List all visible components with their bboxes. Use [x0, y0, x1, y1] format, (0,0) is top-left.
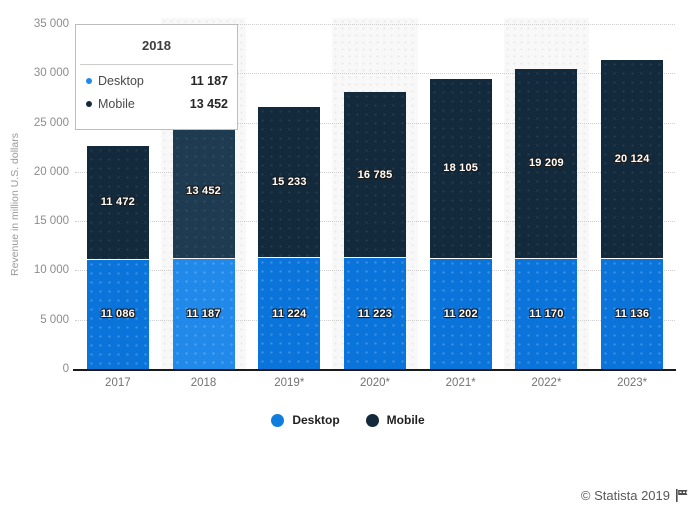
bar-segment-mobile[interactable]	[429, 79, 492, 258]
legend-item-mobile[interactable]: Mobile	[365, 413, 425, 427]
tooltip-series-value: 11 187	[190, 74, 228, 88]
bar-segment-desktop[interactable]	[172, 258, 235, 369]
tooltip-series-label: Mobile	[98, 97, 135, 111]
bar-segment-desktop[interactable]	[429, 258, 492, 369]
tooltip-title: 2018	[142, 38, 171, 53]
x-tick-label: 2020*	[359, 377, 391, 389]
y-tick-label: 10 000	[33, 264, 69, 277]
bar-value-label: 20 124	[614, 153, 650, 166]
bar-value-label: 11 202	[443, 307, 478, 320]
y-tick-label: 15 000	[33, 215, 69, 228]
bar-value-label: 11 086	[100, 308, 135, 321]
bar-value-label: 19 209	[528, 157, 564, 170]
statista-credit: © Statista 2019	[581, 488, 688, 503]
bar-value-label: 16 785	[357, 168, 393, 181]
bar-value-label: 11 170	[529, 307, 564, 320]
gridline	[75, 73, 675, 75]
bar-value-label: 11 472	[100, 196, 135, 209]
x-tick-label: 2023*	[617, 377, 648, 389]
x-axis-line	[73, 369, 676, 371]
tooltip-row-desktop: Desktop 11 187	[76, 65, 237, 88]
bar-value-label: 15 233	[271, 176, 307, 189]
bar-segment-mobile[interactable]	[258, 107, 321, 258]
mobile-bullet-icon	[86, 101, 92, 107]
tooltip-row-mobile: Mobile 13 452	[76, 88, 237, 111]
y-tick-label: 30 000	[33, 67, 69, 80]
bar-segment-desktop[interactable]	[258, 258, 321, 369]
bar-segment-mobile[interactable]	[344, 91, 406, 258]
bar-segment-mobile[interactable]	[601, 59, 664, 259]
bar-segment-mobile[interactable]	[515, 68, 578, 258]
bar-segment-desktop[interactable]	[86, 259, 149, 369]
bar-segment-desktop[interactable]	[515, 258, 578, 369]
bar-value-label: 11 223	[357, 307, 393, 320]
bar-value-label: 11 136	[615, 308, 650, 321]
legend-label-desktop: Desktop	[292, 413, 340, 427]
y-tick-label: 35 000	[33, 18, 69, 30]
x-tick-label: 2018	[190, 377, 217, 389]
bar-segment-desktop[interactable]	[344, 258, 406, 369]
tooltip-series-value: 13 452	[189, 97, 228, 111]
tooltip: 2018 Desktop 11 187 Mobile 13 452	[75, 24, 238, 130]
bar-value-label: 13 452	[186, 185, 221, 198]
y-tick-label: 0	[62, 363, 69, 375]
y-tick-label: 5 000	[40, 313, 69, 326]
legend-swatch-desktop-icon	[271, 413, 285, 427]
y-tick-label: 25 000	[33, 116, 69, 129]
bar-value-label: 11 224	[272, 307, 307, 320]
legend-item-desktop[interactable]: Desktop	[271, 413, 340, 427]
legend: Desktop Mobile	[0, 413, 696, 427]
gridline	[75, 24, 675, 25]
tooltip-divider	[80, 64, 233, 65]
desktop-bullet-icon	[86, 78, 92, 84]
flag-icon	[676, 489, 688, 502]
x-tick-label: 2017	[105, 377, 131, 389]
x-tick-label: 2021*	[445, 377, 476, 389]
bar-segment-desktop[interactable]	[601, 259, 664, 369]
legend-label-mobile: Mobile	[386, 413, 425, 427]
bar-value-label: 18 105	[443, 162, 479, 175]
x-tick-label: 2019*	[274, 377, 305, 389]
bar-segment-mobile[interactable]	[86, 145, 149, 259]
x-tick-label: 2022*	[531, 377, 562, 389]
legend-swatch-mobile-icon	[365, 413, 379, 427]
bar-value-label: 11 187	[186, 307, 221, 320]
tooltip-series-label: Desktop	[98, 74, 144, 88]
y-tick-label: 20 000	[33, 165, 69, 178]
credit-text: © Statista 2019	[580, 488, 670, 503]
bar-segment-mobile[interactable]	[172, 125, 235, 258]
